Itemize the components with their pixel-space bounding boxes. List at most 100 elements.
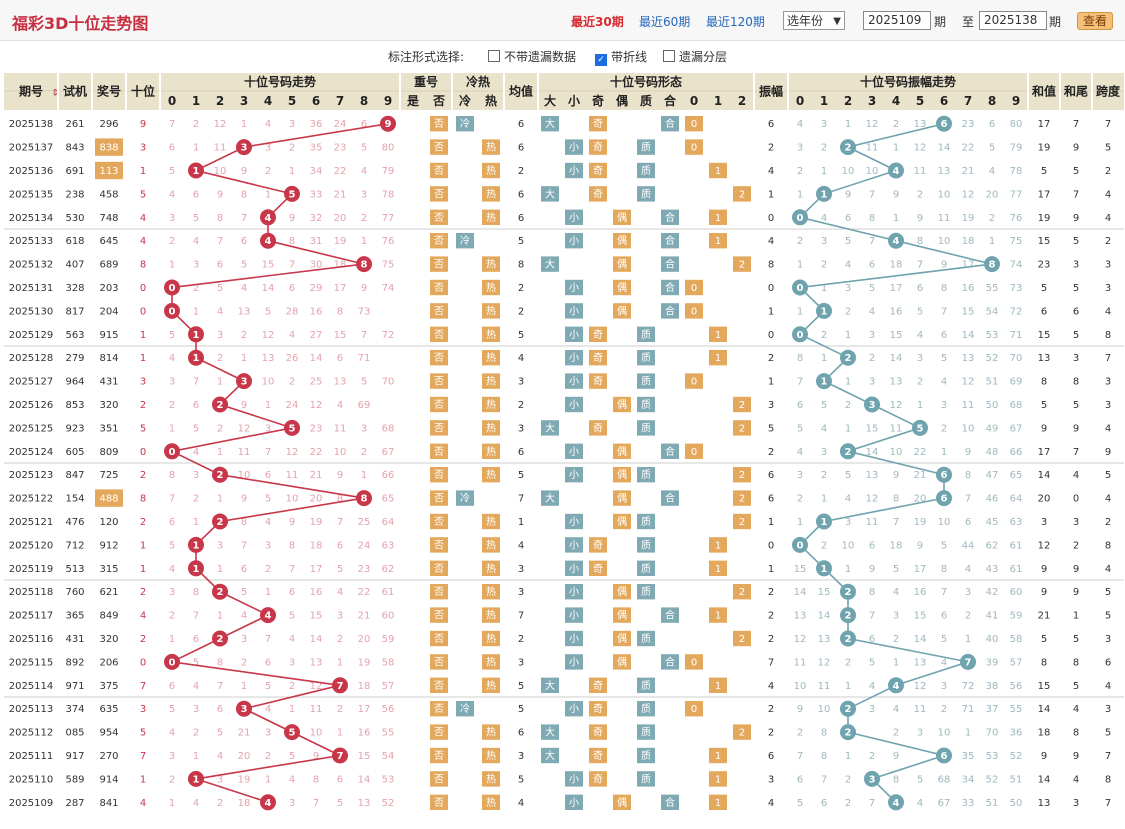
amp-miss-cell: 1	[797, 306, 803, 317]
amp-miss-cell: 1	[845, 423, 851, 434]
trend-miss-cell: 6	[193, 189, 199, 200]
from-issue-input[interactable]: 2025109	[863, 11, 931, 30]
amp-miss-cell: 53	[986, 751, 999, 762]
test-cell: 287	[65, 798, 84, 809]
sumtail-cell: 8	[1073, 657, 1079, 668]
trend-miss-cell: 12	[238, 423, 251, 434]
options-row: 标注形式选择: 不带遗漏数据 ✓ 带折线 遗漏分层	[0, 44, 1125, 66]
form-mark	[589, 560, 607, 576]
option-no-miss[interactable]: 不带遗漏数据	[488, 48, 576, 65]
year-select[interactable]: 选年份 ▼	[783, 11, 845, 30]
amp-miss-cell: 68	[1010, 400, 1023, 411]
form-mark	[589, 724, 607, 740]
amp-miss-cell: 5	[797, 423, 803, 434]
option-polyline[interactable]: ✓ 带折线	[595, 48, 647, 66]
amp-point-label: 4	[893, 798, 900, 809]
hotcold-text: 冷	[460, 117, 470, 130]
sum-cell: 8	[1041, 377, 1047, 388]
trend-miss-cell: 9	[361, 283, 367, 294]
form-mark	[733, 724, 751, 740]
repeat-no-text: 否	[434, 516, 444, 528]
repeat-no-text: 否	[434, 633, 444, 645]
form-text: 1	[715, 353, 721, 364]
repeat-no-mark	[430, 513, 448, 530]
repeat-no-text: 否	[434, 656, 444, 668]
period-60-link[interactable]: 最近60期	[639, 15, 691, 29]
form-mark	[589, 771, 607, 787]
hotcold-mark	[482, 279, 500, 296]
sumtail-cell: 9	[1073, 751, 1079, 762]
form-mark	[733, 186, 751, 202]
checkbox-polyline[interactable]: ✓	[595, 54, 607, 66]
amp-miss-cell: 8	[893, 494, 899, 505]
amp-miss-cell: 4	[845, 260, 851, 271]
period-30-link[interactable]: 最近30期	[571, 15, 624, 29]
amp-miss-cell: 7	[797, 751, 803, 762]
sumtail-cell: 5	[1073, 236, 1079, 247]
avg-cell: 6	[518, 143, 524, 154]
form-sub-header: 小	[568, 93, 580, 108]
form-mark	[565, 584, 583, 600]
span-cell: 6	[1105, 657, 1111, 668]
checkbox-no-miss[interactable]	[488, 50, 500, 62]
trend-miss-cell: 13	[262, 353, 275, 364]
amp-miss-cell: 6	[941, 611, 947, 622]
amp-point-label: 7	[965, 657, 972, 668]
tens-point	[356, 256, 372, 273]
form-mark	[685, 654, 703, 670]
period-120-link[interactable]: 最近120期	[706, 15, 765, 29]
issue-cell: 2025115	[9, 657, 54, 668]
trend-miss-cell: 5	[169, 540, 175, 551]
trend-miss-cell: 17	[310, 564, 323, 575]
repeat-no-mark	[430, 139, 448, 155]
prize-cell: 351	[99, 423, 118, 434]
trend-miss-cell: 6	[193, 634, 199, 645]
trend-miss-cell: 11	[238, 447, 251, 458]
view-button[interactable]: 查看	[1077, 12, 1113, 30]
form-text: 奇	[593, 679, 603, 692]
tens-point-label: 8	[361, 260, 368, 271]
amp-digit-header: 1	[820, 94, 828, 108]
amp-point-label: 2	[845, 704, 852, 715]
amp-miss-cell: 11	[962, 400, 975, 411]
checkbox-layer[interactable]	[663, 50, 675, 62]
form-mark	[733, 490, 751, 506]
amp-miss-cell: 12	[890, 400, 903, 411]
repeat-no-mark	[430, 630, 448, 647]
trend-miss-cell: 9	[289, 213, 295, 224]
prize-highlight	[95, 161, 123, 180]
form-mark	[541, 420, 559, 436]
amp-point-label: 4	[893, 236, 900, 247]
option-layer[interactable]: 遗漏分层	[663, 48, 727, 65]
hotcold-text: 热	[486, 164, 496, 177]
trend-miss-cell: 5	[265, 306, 271, 317]
trend-miss-cell: 29	[310, 283, 323, 294]
form-text: 小	[569, 165, 579, 177]
test-cell: 431	[65, 634, 84, 645]
to-issue-input[interactable]: 2025138	[979, 11, 1047, 30]
amp-miss-cell: 7	[941, 306, 947, 317]
amp-miss-cell: 2	[797, 494, 803, 505]
test-cell: 971	[65, 681, 84, 692]
test-cell: 261	[65, 119, 84, 130]
amp-point-label: 2	[845, 143, 852, 154]
tens-cell: 2	[140, 470, 146, 481]
amp-miss-cell: 10	[890, 447, 903, 458]
hotcold-mark	[482, 630, 500, 647]
form-text: 合	[665, 234, 675, 247]
trend-miss-cell: 1	[337, 657, 343, 668]
amp-point	[792, 536, 808, 553]
form-text: 1	[715, 213, 721, 224]
test-cell: 847	[65, 470, 84, 481]
amp-miss-cell: 54	[986, 306, 999, 317]
form-mark	[565, 630, 583, 647]
tens-point-label: 0	[169, 306, 176, 317]
form-mark	[541, 747, 559, 764]
amp-cell: 2	[768, 143, 774, 154]
repeat-no-mark	[430, 607, 448, 623]
amp-miss-cell: 2	[941, 704, 947, 715]
tens-cell: 1	[140, 564, 146, 575]
hotcold-text: 热	[486, 351, 496, 364]
amp-miss-cell: 10	[938, 517, 951, 528]
form-mark	[637, 677, 655, 693]
